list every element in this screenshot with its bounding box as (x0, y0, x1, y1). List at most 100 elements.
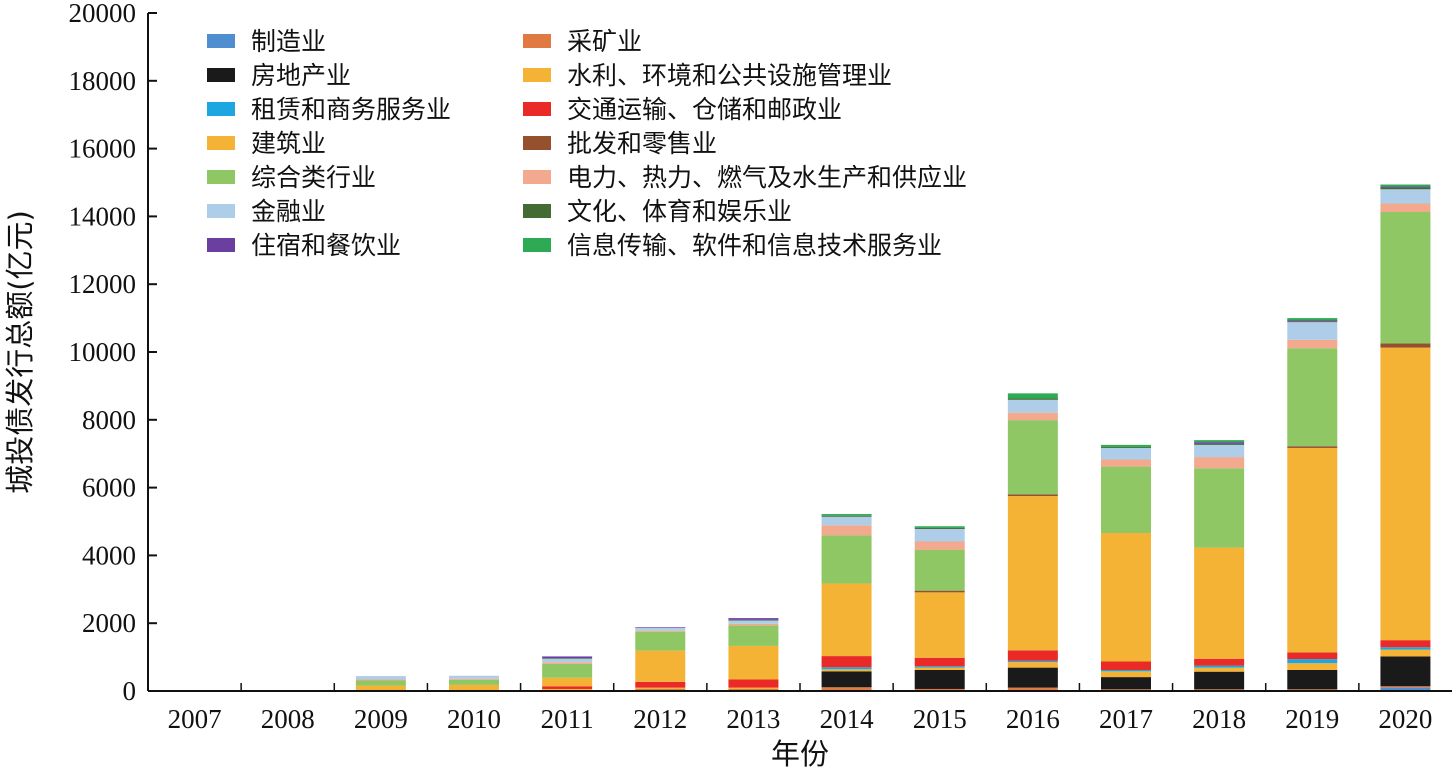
bar-segment (821, 667, 872, 670)
bar-segment (1287, 348, 1338, 447)
bar-segment (1007, 667, 1058, 688)
bar-segment (914, 666, 965, 668)
bar-segment (1007, 650, 1058, 661)
legend-swatch (207, 136, 235, 150)
bar-segment (1380, 640, 1431, 648)
bar-segment (821, 687, 872, 690)
bar-segment (635, 650, 686, 682)
legend-label: 采矿业 (567, 27, 642, 56)
bar-segment (1287, 321, 1338, 323)
legend-label: 金融业 (251, 197, 326, 226)
bar-segment (1194, 440, 1245, 443)
bar-segment (728, 623, 779, 626)
bar-segment (914, 527, 965, 529)
bar-segment (635, 681, 686, 688)
bar-segment (542, 663, 593, 678)
bar-segment (542, 686, 593, 689)
bar-segment (821, 515, 872, 517)
bar-segment (449, 678, 499, 680)
legend-swatch (523, 170, 551, 184)
bar-segment (449, 679, 499, 685)
bar-segment (821, 525, 872, 536)
bar-segment (728, 625, 779, 646)
y-tick-label: 6000 (82, 473, 136, 503)
bar-segment (728, 645, 779, 680)
bar-segment (1194, 442, 1245, 444)
y-tick-label: 14000 (69, 201, 137, 231)
legend-swatch (207, 204, 235, 218)
legend-label: 批发和零售业 (567, 129, 717, 158)
bar-segment (821, 656, 872, 668)
bar-segment (1101, 689, 1151, 691)
x-tick-label: 2017 (1099, 704, 1153, 734)
bar-segment (1194, 443, 1245, 445)
bar-segment (1007, 412, 1058, 421)
bar-segment (1007, 687, 1058, 690)
bar-segment (1287, 318, 1338, 321)
y-tick-label: 10000 (69, 337, 137, 367)
bar-segment (1101, 671, 1151, 678)
x-tick-label: 2007 (168, 704, 222, 734)
axes: 0 2000 4000 6000 8000 10000 12000 14000 16000 180… (69, 0, 1452, 734)
bar-segment (914, 528, 965, 542)
bar-segment (542, 688, 593, 690)
bar-segment (914, 549, 965, 591)
y-tick-label: 8000 (82, 405, 136, 435)
bar-segment (449, 684, 499, 691)
bar-segment (1194, 667, 1245, 672)
x-tick-label: 2015 (913, 704, 967, 734)
y-axis-title: 城投债发行总额(亿元) (3, 210, 37, 494)
bar-segment (1101, 444, 1151, 447)
bar-segment (1101, 447, 1151, 460)
legend-swatch (207, 238, 235, 252)
legend-label: 综合类行业 (251, 163, 376, 192)
bar-segment (1287, 446, 1338, 448)
bar-segment (542, 662, 593, 664)
bar-segment (728, 687, 779, 689)
x-tick-label: 2020 (1378, 704, 1432, 734)
legend-label: 制造业 (251, 27, 326, 56)
bar-segment (1380, 347, 1431, 641)
bar-segment (914, 592, 965, 658)
legend-label: 房地产业 (251, 61, 351, 90)
bar-segment (914, 657, 965, 667)
legend-label: 文化、体育和娱乐业 (567, 197, 792, 226)
legend-label: 电力、热力、燃气及水生产和供应业 (567, 163, 967, 192)
bar-segment (914, 688, 965, 690)
bar-segment (355, 679, 406, 681)
bar-segment (821, 516, 872, 526)
bar-segment (914, 669, 965, 689)
y-tick-label: 12000 (69, 269, 137, 299)
bar-segment (821, 535, 872, 584)
bar-segment (1007, 399, 1058, 413)
bar-segment (1194, 665, 1245, 668)
legend-swatch (523, 102, 551, 116)
plot-area (169, 184, 1431, 692)
bar-segment (1101, 677, 1151, 690)
x-tick-label: 2018 (1192, 704, 1246, 734)
legend-swatch (523, 136, 551, 150)
bar-segment (449, 675, 499, 679)
bar-segment (635, 631, 686, 651)
bar-segment (1380, 647, 1431, 650)
bar-segment (1287, 322, 1338, 340)
bar-segment (1380, 189, 1431, 204)
legend-swatch (523, 34, 551, 48)
bar-segment (542, 658, 593, 659)
bar-segment (1287, 659, 1338, 664)
legend-swatch (207, 68, 235, 82)
bar-segment (728, 618, 779, 620)
bar-segment (1194, 457, 1245, 469)
bar-segment (1287, 339, 1338, 349)
bar-segment (1007, 420, 1058, 495)
x-tick-label: 2008 (261, 704, 315, 734)
bar-segment (1380, 186, 1431, 188)
bar-segment (1007, 494, 1058, 497)
bar-segment (914, 667, 965, 670)
bar-segment (635, 627, 686, 631)
bar-segment (821, 671, 872, 688)
bar-segment (1101, 446, 1151, 448)
bar-segment (1287, 689, 1338, 691)
bar-segment (542, 658, 593, 663)
bar-segment (1101, 661, 1151, 670)
